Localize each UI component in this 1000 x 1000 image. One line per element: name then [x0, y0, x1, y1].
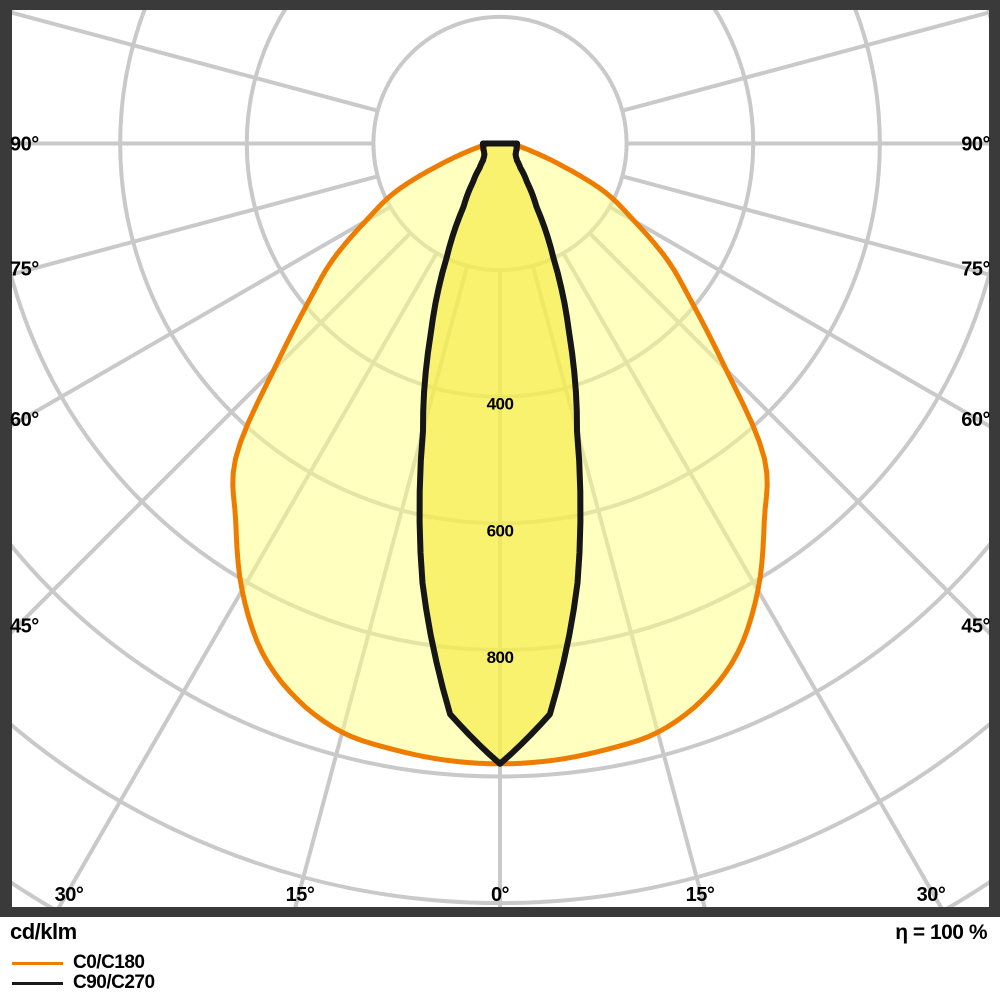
grid-radial-line: [11, 205, 392, 429]
angle-label-left: 90°: [10, 134, 39, 156]
ring-value-label: 600: [487, 521, 514, 540]
plot-frame: [0, 907, 1000, 917]
beam-fill-c90-c270: [419, 143, 581, 764]
legend-line-c0-c180: [12, 961, 63, 965]
grid-radial-line: [588, 231, 990, 637]
angle-label-left: 60°: [10, 409, 39, 431]
angle-label-right: 75°: [961, 258, 990, 280]
angle-label-bottom: 0°: [491, 884, 510, 906]
angle-label-left: 45°: [10, 616, 39, 638]
legend-item-c0-c180: C0/C180: [12, 952, 155, 973]
unit-label: cd/klm: [10, 919, 77, 944]
ring-value-label: 800: [487, 648, 514, 667]
angle-label-bottom: 15°: [286, 884, 315, 906]
grid-radial-line: [11, 174, 379, 277]
legend: C0/C180 C90/C270: [12, 952, 155, 993]
curve-c0-c180: [230, 141, 770, 767]
grid-radial-line: [608, 205, 990, 429]
legend-item-c90-c270: C90/C270: [12, 972, 155, 993]
legend-line-c90-c270: [12, 981, 63, 985]
angle-label-bottom: 30°: [917, 884, 946, 906]
grid-radial-line: [11, 10, 379, 113]
angle-label-left: 75°: [10, 258, 39, 280]
angle-label-right: 60°: [961, 409, 990, 431]
plot-frame: [989, 0, 1000, 917]
legend-label-c90-c270: C90/C270: [73, 972, 155, 993]
ring-value-label: 400: [487, 395, 514, 414]
angle-label-bottom: 30°: [55, 884, 84, 906]
efficiency-label: η = 100 %: [895, 921, 987, 944]
angle-label-right: 45°: [961, 616, 990, 638]
legend-label-c0-c180: C0/C180: [73, 952, 145, 973]
angle-label-bottom: 15°: [686, 884, 715, 906]
grid-radial-line: [621, 174, 990, 277]
grid-radial-line: [11, 231, 412, 636]
angle-label-right: 90°: [961, 134, 990, 156]
plot-frame: [0, 0, 1000, 10]
plot-frame: [0, 0, 12, 917]
grid-radial-line: [621, 10, 990, 113]
curve-c90-c270: [416, 140, 584, 767]
